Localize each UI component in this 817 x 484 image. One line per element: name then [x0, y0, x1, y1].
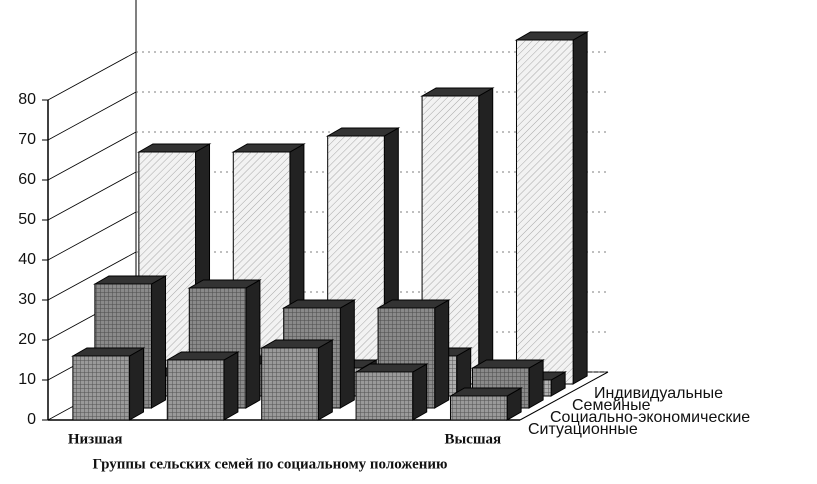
y-tick-label: 50 — [18, 211, 36, 228]
bar-texture — [450, 396, 508, 420]
bar — [259, 339, 335, 421]
bar — [514, 31, 590, 385]
y-tick-label: 30 — [18, 291, 36, 308]
y-tick-label: 0 — [27, 411, 36, 428]
y-tick-label: 10 — [18, 371, 36, 388]
bar-side — [223, 351, 239, 421]
grid-line — [47, 131, 137, 181]
bar-texture — [72, 356, 130, 420]
bar-side — [478, 87, 494, 385]
x-axis-label: Группы сельских семей по социальному пол… — [92, 456, 447, 472]
grid-line — [47, 171, 137, 221]
bar-texture — [516, 40, 574, 384]
y-tick-label: 40 — [18, 251, 36, 268]
bar-side — [129, 347, 145, 421]
bar-side — [572, 31, 588, 385]
grid-line — [47, 51, 137, 101]
bar — [70, 347, 146, 421]
bar-side — [151, 275, 167, 409]
axis-line — [519, 371, 609, 421]
legend-label: Социально-экономические — [550, 409, 750, 426]
bar-side — [245, 279, 261, 409]
grid-line — [47, 91, 137, 141]
bar-texture — [167, 360, 224, 420]
bar-side — [339, 299, 355, 409]
y-tick-label: 20 — [18, 331, 36, 348]
y-tick-label: 70 — [18, 131, 36, 148]
grid-line — [47, 251, 137, 301]
y-tick-label: 60 — [18, 171, 36, 188]
bar-side — [317, 339, 333, 421]
x-tick-label: Высшая — [444, 431, 501, 447]
legend-label: Ситуационные — [528, 421, 638, 438]
bar-texture — [261, 348, 319, 420]
bar — [165, 351, 240, 421]
bar-side — [434, 299, 450, 409]
bar-side — [412, 363, 428, 421]
grid-line — [47, 211, 137, 261]
legend-label: Семейные — [572, 397, 651, 414]
bar-texture — [356, 372, 413, 420]
bar — [354, 363, 429, 421]
y-tick-label: 80 — [18, 91, 36, 108]
x-tick-label: Низшая — [68, 431, 123, 447]
legend-label: Индивидуальные — [594, 385, 723, 402]
bar — [448, 387, 524, 421]
